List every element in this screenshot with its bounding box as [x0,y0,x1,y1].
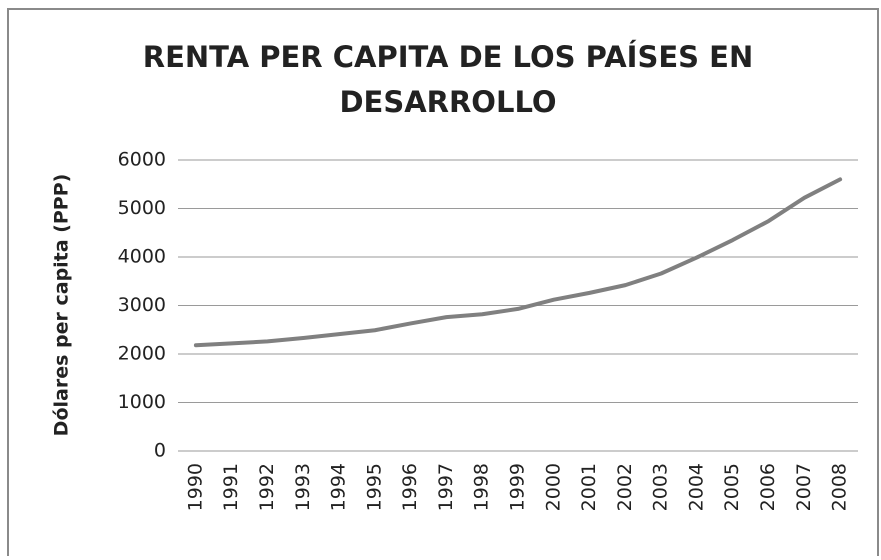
y-tick-label: 2000 [118,343,166,365]
x-tick-label: 1990 [184,463,206,511]
chart-title: RENTA PER CAPITA DE LOS PAÍSES EN [143,40,753,74]
x-tick-label: 2007 [793,463,815,511]
x-tick-label: 1997 [435,463,457,511]
x-tick-label: 1995 [363,463,385,511]
x-tick-label: 2002 [614,463,636,511]
x-tick-label: 2008 [829,463,851,511]
x-tick-label: 2005 [721,463,743,511]
x-tick-label: 2001 [578,463,600,511]
data-line [193,177,843,348]
x-tick-label: 1991 [220,463,242,511]
y-tick-label: 4000 [118,246,166,268]
x-tick-label: 2006 [757,463,779,511]
y-axis-title: Dólares per capita (PPP) [51,174,73,437]
chart-border [7,8,879,560]
y-tick-label: 3000 [118,294,166,316]
x-tick-label: 1993 [292,463,314,511]
x-tick-label: 1996 [399,463,421,511]
y-tick-label: 1000 [118,391,166,413]
x-tick-label: 1994 [328,463,350,511]
y-tick-label: 6000 [118,149,166,171]
x-tick-label: 2004 [685,463,707,511]
y-tick-label: 5000 [118,197,166,219]
x-tick-label: 1998 [471,463,493,511]
y-tick-label: 0 [154,440,166,462]
x-tick-label: 1999 [507,463,529,511]
x-tick-label: 2003 [650,463,672,511]
x-tick-label: 1992 [256,463,278,511]
x-tick-label: 2000 [542,463,564,511]
chart-title: DESARROLLO [339,85,556,119]
